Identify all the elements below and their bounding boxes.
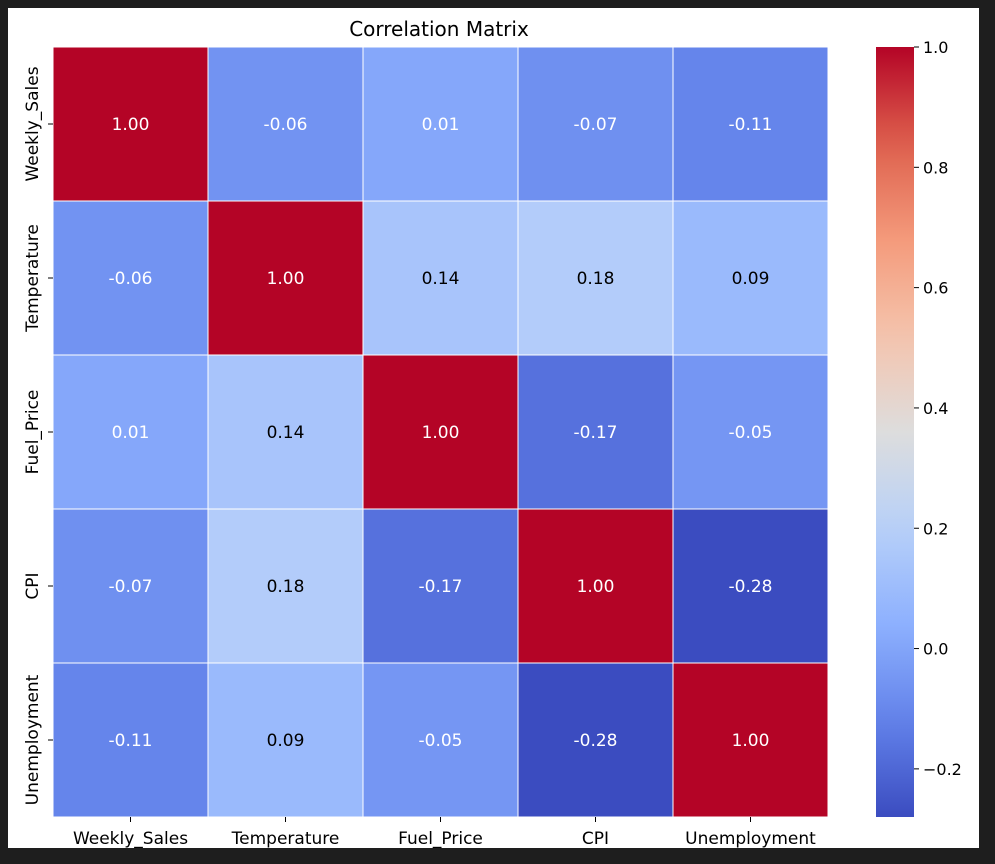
cell-value-label: -0.17 [419,577,463,597]
cell-value-label: 0.14 [267,423,305,443]
y-tick-label: Temperature [23,224,43,333]
cell-value-label: 1.00 [577,577,615,597]
heatmap-cell [517,508,674,664]
y-tick-label: Weekly_Sales [23,66,43,181]
y-tick-label: Unemployment [23,674,43,805]
heatmap-cell [362,46,519,202]
cell-value-label: -0.06 [109,269,153,289]
x-tick-label: CPI [582,829,609,848]
cell-value-label: -0.11 [729,115,773,135]
heatmap-cell [52,46,209,202]
heatmap-cell [517,46,674,202]
cell-value-label: 0.18 [267,577,305,597]
y-tick-label: Fuel_Price [23,390,43,475]
x-tick-label: Temperature [231,829,340,848]
colorbar-tick-label: 0.0 [923,640,948,659]
cell-value-label: 1.00 [112,115,150,135]
colorbar: 1.0 0.8 0.6 0.4 0.2 0.0 −0.2 [876,38,962,817]
heatmap-cells: 1.00 -0.06 0.01 -0.07 -0.11 -0.06 1.00 0.14 0.18… [52,46,829,818]
heatmap-cell [672,200,829,356]
heatmap-cell [207,46,364,202]
cell-value-label: 0.09 [732,269,770,289]
y-tick-label: CPI [23,572,43,599]
cell-value-label: 0.09 [267,731,305,751]
cell-value-label: 0.01 [422,115,460,135]
cell-value-label: -0.06 [264,115,308,135]
x-axis: Weekly_Sales Temperature Fuel_Price CPI Unem… [73,817,816,848]
x-tick-label: Weekly_Sales [73,829,188,848]
heatmap-cell [362,354,519,510]
cell-value-label: 0.01 [112,423,150,443]
heatmap-cell [207,354,364,510]
cell-value-label: 1.00 [422,423,460,443]
heatmap-cell [362,662,519,818]
cell-value-label: -0.11 [109,731,153,751]
cell-value-label: -0.05 [419,731,463,751]
heatmap-cell [672,354,829,510]
heatmap-cell [362,200,519,356]
chart-title: Correlation Matrix [349,17,529,41]
chart-figure: Correlation Matrix 1.00 -0.06 0.01 -0.07 -0.… [8,8,979,848]
colorbar-tick-label: 1.0 [923,38,948,57]
heatmap-cell [52,662,209,818]
heatmap-cell [207,508,364,664]
heatmap-cell [52,200,209,356]
colorbar-tick-label: 0.4 [923,399,948,418]
cell-value-label: -0.28 [729,577,773,597]
colorbar-tick-label: −0.2 [923,760,962,779]
cell-value-label: -0.05 [729,423,773,443]
cell-value-label: 1.00 [732,731,770,751]
heatmap-cell [517,354,674,510]
cell-value-label: 0.14 [422,269,460,289]
colorbar-tick-label: 0.8 [923,158,948,177]
cell-value-label: -0.07 [574,115,618,135]
heatmap-cell [207,200,364,356]
cell-value-label: -0.07 [109,577,153,597]
heatmap-cell [672,508,829,664]
colorbar-gradient [876,47,914,817]
heatmap-cell [672,662,829,818]
heatmap-cell [362,508,519,664]
x-tick-label: Unemployment [685,829,816,848]
cell-value-label: -0.17 [574,423,618,443]
heatmap-chart: Correlation Matrix 1.00 -0.06 0.01 -0.07 -0.… [23,17,962,848]
cell-value-label: 0.18 [577,269,615,289]
colorbar-tick-label: 0.6 [923,279,948,298]
heatmap-cell [207,662,364,818]
cell-value-label: 1.00 [267,269,305,289]
x-tick-label: Fuel_Price [398,829,483,848]
colorbar-tick-label: 0.2 [923,519,948,538]
y-axis: Weekly_Sales Temperature Fuel_Price CPI Unem… [23,66,53,805]
heatmap-cell [672,46,829,202]
cell-value-label: -0.28 [574,731,618,751]
